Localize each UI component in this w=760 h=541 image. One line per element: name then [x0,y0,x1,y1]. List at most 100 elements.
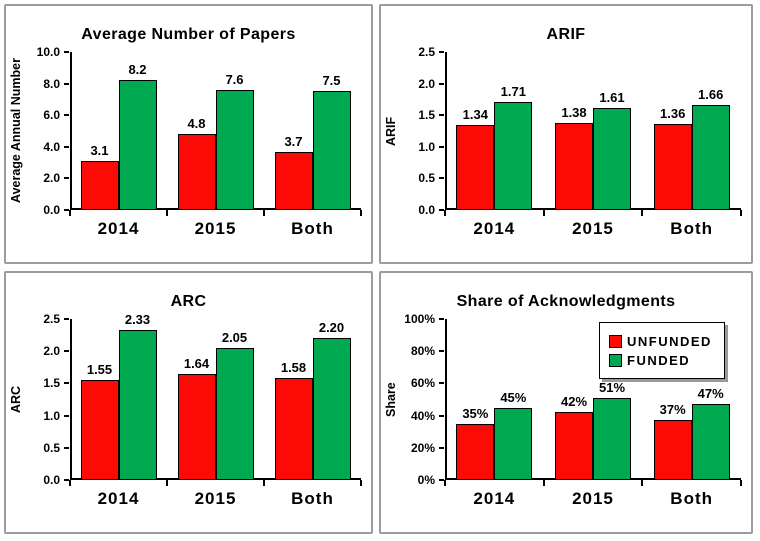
y-tick-label: 20% [410,440,435,455]
bar-unfunded [80,161,119,210]
bar-unfunded [555,123,593,210]
bar-value-label: 1.38 [561,105,587,120]
bar-funded [494,102,533,210]
x-tick-mark [69,210,71,216]
bar-unfunded [177,374,216,480]
bar-funded [593,398,631,480]
y-tick-label: 2.0 [43,171,60,186]
x-tick-mark [641,210,644,216]
chart-panel-papers: Average Number of Papers Average Annual … [4,4,373,264]
bar-unfunded [80,380,119,480]
bar-value-label: 1.55 [86,362,113,377]
y-tick-label: 8.0 [43,76,60,91]
bar-value-label: 3.1 [90,143,109,158]
legend-swatch-funded [609,354,622,367]
y-tick-label: 0.0 [418,203,435,217]
bar-value-label: 4.8 [187,116,206,131]
bar-value-label: 45% [500,390,527,405]
bar-unfunded [274,378,313,480]
x-tick-mark [166,210,168,216]
x-category-label: 2015 [572,489,614,508]
y-tick-mark [439,145,444,148]
y-tick-label: 0.5 [418,171,435,186]
chart-body: 2.5 2.0 1.5 1.0 0.5 0.0 2014 1.55 2.33 2015 1.64 2.… [6,273,371,532]
x-category-label: Both [291,489,334,508]
y-tick-mark [64,51,69,53]
y-tick-mark [439,414,444,417]
x-tick-mark [444,210,446,216]
x-tick-mark [263,210,265,216]
bar-value-label: 51% [598,380,626,395]
legend-box: UNFUNDED FUNDED [599,322,725,379]
x-tick-mark [69,480,71,486]
y-tick-mark [439,209,444,211]
bar-unfunded [177,134,216,210]
bar-value-label: 47% [697,386,724,401]
x-tick-mark [542,480,545,486]
y-tick-mark [439,479,444,481]
bar-value-label: 1.64 [183,356,210,371]
bar-funded [593,108,631,210]
x-category-label: Both [670,489,714,508]
bar-unfunded [653,124,692,210]
bar-funded [691,105,730,210]
y-tick-mark [439,177,444,180]
bar-value-label: 7.5 [322,73,341,88]
bar-unfunded [653,420,692,480]
x-category-label: 2014 [473,219,516,238]
y-tick-mark [439,51,444,53]
y-tick-mark [64,446,69,449]
y-tick-label: 1.0 [418,139,435,154]
x-category-label: 2014 [97,219,140,238]
y-tick-label: 2.0 [418,76,435,91]
y-tick-mark [64,479,69,481]
y-tick-label: 40% [410,408,435,423]
y-tick-mark [64,382,69,385]
bar-value-label: 2.05 [221,330,248,345]
y-tick-label: 10.0 [36,45,60,59]
bar-value-label: 1.61 [599,90,625,105]
y-tick-mark [64,350,69,353]
y-tick-label: 1.5 [43,376,60,391]
bar-value-label: 2.33 [124,312,151,327]
bar-value-label: 1.58 [280,360,307,375]
bar-funded [494,408,533,480]
x-category-label: 2015 [572,219,614,238]
x-category-label: 2014 [97,489,140,508]
y-tick-mark [64,414,69,417]
bar-value-label: 42% [560,394,588,409]
bar-funded [118,330,157,480]
bar-value-label: 37% [659,402,686,417]
bar-value-label: 2.20 [318,320,345,335]
bar-value-label: 3.7 [284,134,303,149]
bar-funded [312,338,351,480]
chart-panel-arif: ARIF ARIF 2.5 2.0 1.5 1.0 0.5 0.0 2014 1.34 1.71… [379,4,753,264]
y-tick-label: 6.0 [43,108,60,123]
y-tick-mark [64,318,69,320]
legend-item: FUNDED [609,353,712,368]
bar-funded [312,91,351,210]
chart-title: Average Number of Papers [81,26,296,44]
y-tick-mark [439,114,444,117]
y-tick-label: 100% [404,312,435,326]
x-tick-mark [542,210,545,216]
chart-title: Share of Acknowledgments [456,293,676,311]
x-tick-mark [166,480,168,486]
chart-panel-share: Share of Acknowledgments Share 100% 80% 60… [379,271,753,534]
chart-body: 2.5 2.0 1.5 1.0 0.5 0.0 2014 1.34 1.71 2015 1.38 1.… [381,6,751,262]
bar-funded [691,404,730,480]
y-tick-label: 0% [417,473,435,487]
bar-value-label: 1.36 [660,106,686,121]
x-tick-mark [641,480,644,486]
chart-body: 10.0 8.0 6.0 4.0 2.0 0.0 2014 3.1 8.2 2015 4.8 7.6 B… [6,6,371,262]
y-tick-mark [64,209,69,211]
legend-item: UNFUNDED [609,334,712,349]
bar-funded [215,348,254,480]
y-tick-label: 60% [410,376,435,391]
y-tick-label: 0.0 [43,203,60,217]
y-tick-mark [439,382,444,385]
y-tick-mark [439,82,444,85]
x-tick-mark [740,480,742,486]
chart-panel-arc: ARC ARC 2.5 2.0 1.5 1.0 0.5 0.0 2014 1.55 2.33 20… [4,271,373,534]
y-tick-mark [439,350,444,353]
